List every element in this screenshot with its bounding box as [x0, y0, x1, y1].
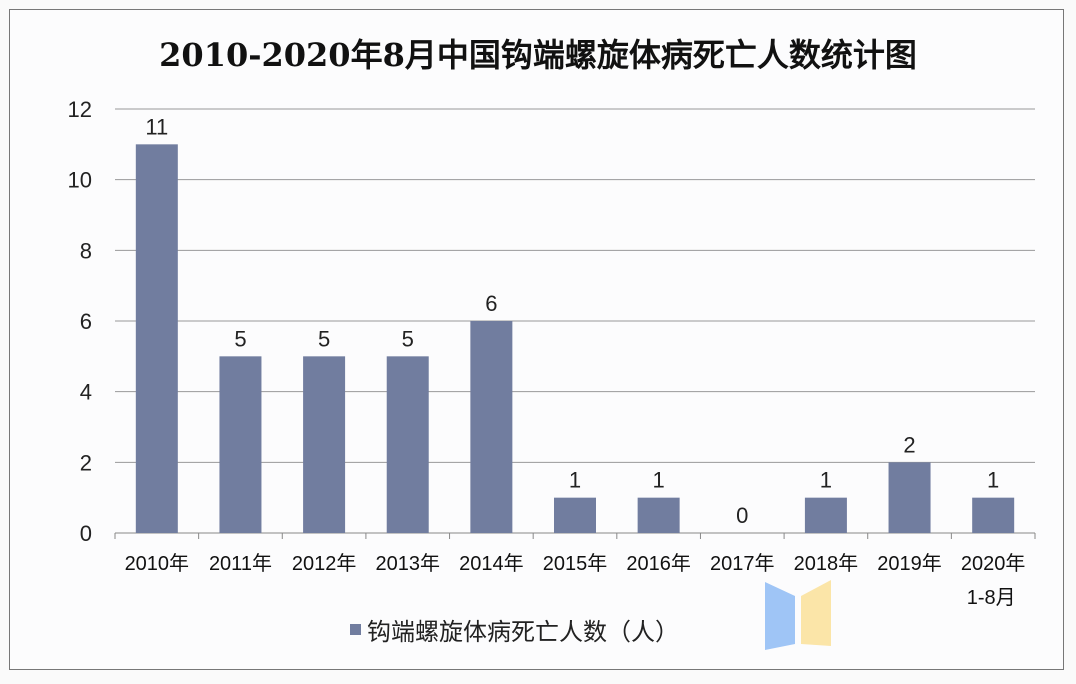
x-tick-label: 2020年: [961, 552, 1026, 575]
x-tick-label: 2014年: [459, 552, 524, 575]
x-tick-label: 2013年: [375, 552, 440, 575]
bar: [303, 356, 346, 533]
y-tick-label: 4: [80, 380, 92, 405]
x-tick-label: 2010年: [125, 552, 190, 575]
logo-icon: [765, 580, 831, 650]
legend: 钩端螺旋体病死亡人数（人）: [350, 612, 679, 647]
chart-title: 2010-2020年8月中国钩端螺旋体病死亡人数统计图: [159, 36, 917, 74]
data-label: 1: [653, 468, 665, 493]
y-tick-label: 6: [80, 309, 92, 334]
data-label: 1: [820, 468, 832, 493]
x-tick-label: 2011年: [209, 552, 272, 575]
data-label: 2: [903, 432, 915, 457]
x-tick-label: 2017年: [710, 552, 775, 575]
x-tick-sublabel: 1-8月: [967, 587, 1016, 609]
bar: [219, 356, 262, 533]
x-tick-label: 2015年: [543, 552, 608, 575]
bar: [554, 497, 596, 533]
y-tick-label: 10: [68, 168, 92, 193]
chart-frame: [9, 9, 1064, 670]
x-tick-label: 2012年: [292, 552, 357, 575]
legend-swatch: [350, 624, 361, 635]
bar: [135, 144, 178, 534]
bar: [386, 356, 429, 533]
data-label: 1: [569, 468, 581, 493]
data-label: 11: [145, 114, 168, 139]
bar: [637, 497, 680, 533]
y-tick-label: 12: [68, 97, 92, 122]
bar: [972, 497, 1015, 533]
bar: [470, 321, 513, 533]
y-tick-label: 8: [80, 238, 92, 263]
bar: [804, 497, 847, 533]
y-tick-label: 2: [80, 450, 92, 475]
y-tick-label: 0: [80, 521, 92, 546]
x-tick-label: 2018年: [794, 552, 859, 575]
legend-label: 钩端螺旋体病死亡人数（人）: [367, 619, 679, 646]
bar: [888, 462, 931, 533]
x-tick-label: 2016年: [626, 552, 691, 575]
x-tick-label: 2019年: [877, 552, 942, 575]
data-label: 0: [736, 503, 748, 528]
data-label: 1: [987, 468, 999, 493]
data-label: 5: [234, 326, 246, 351]
data-label: 5: [318, 326, 330, 351]
data-label: 5: [402, 326, 414, 351]
data-label: 6: [485, 291, 497, 316]
